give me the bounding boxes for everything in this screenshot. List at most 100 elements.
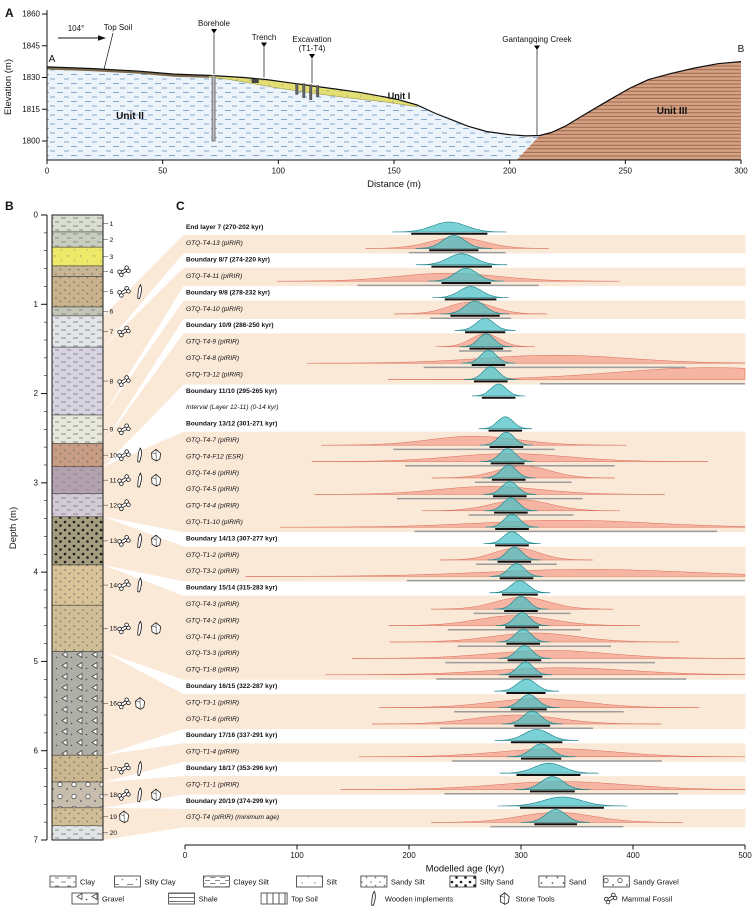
elevation-tick-label: 1845 — [22, 41, 40, 50]
stone-facets — [151, 789, 157, 801]
age-row-label: GTQ-T4-7 (pIRIR) — [186, 437, 239, 444]
bone-shape — [117, 474, 131, 486]
layer-number: 20 — [110, 830, 118, 837]
layer-11-pattern — [52, 466, 103, 494]
stone-icon — [119, 810, 129, 823]
marker-triangle — [534, 45, 540, 50]
age-row-label: GTQ-T4-6 (pIRIR) — [186, 470, 239, 477]
bone-knob — [126, 268, 131, 273]
bone-knob — [119, 542, 124, 547]
age-row-label: GTQ-T4-F12 (ESR) — [186, 453, 244, 460]
legend-swatch-pattern — [296, 876, 323, 887]
sample-row-band — [183, 366, 746, 385]
age-tick-label: 300 — [514, 851, 528, 860]
wood-icon — [371, 890, 376, 906]
depth-tick-label: 1 — [34, 300, 39, 309]
age-row-label: GTQ-T1-6 (pIRIR) — [186, 716, 239, 723]
marker-triangle — [211, 29, 217, 34]
excavation-column — [309, 84, 313, 100]
stone-icon — [151, 473, 161, 487]
layer-number: 7 — [110, 329, 114, 336]
wood-shape — [137, 577, 142, 593]
legend-swatch-pattern — [261, 893, 288, 904]
bone-shape — [117, 286, 131, 298]
legend-swatch-pattern — [114, 876, 141, 887]
stone-icon — [151, 448, 161, 462]
distance-tick-label: 300 — [734, 167, 748, 176]
unit-2-pattern — [47, 66, 540, 160]
bone-knob — [119, 586, 124, 591]
stone-icon — [151, 622, 161, 635]
posterior-curve — [494, 595, 548, 610]
layer-row-connector — [103, 565, 184, 680]
bone-icon — [117, 375, 131, 387]
elevation-tick-label: 1815 — [22, 105, 40, 114]
marker-triangle — [261, 42, 267, 47]
layer-4-pattern — [52, 265, 103, 277]
sample-row-band — [183, 743, 746, 762]
legend-swatch-pattern — [72, 893, 98, 904]
age-row-label: Boundary 11/10 (295-265 kyr) — [186, 388, 277, 395]
bone-icon — [117, 579, 131, 591]
legend-swatch-pattern — [538, 876, 565, 887]
bone-icon — [117, 265, 131, 278]
age-row-label: GTQ-T4-5 (pIRIR) — [186, 486, 239, 493]
wood-shape — [137, 283, 142, 300]
posterior-curve — [392, 221, 507, 233]
age-row-label: GTQ-T1-4 (pIRIR) — [186, 749, 239, 756]
sample-row-band — [183, 644, 746, 664]
depth-tick-label: 0 — [34, 211, 39, 220]
sample-row-band — [183, 595, 746, 615]
bone-knob — [119, 456, 124, 461]
age-tick-label: 0 — [183, 851, 188, 860]
bone-knob — [126, 426, 131, 431]
sample-row-band — [183, 562, 746, 582]
layer-row-connector — [103, 234, 184, 348]
legend-swatch-pattern — [50, 876, 76, 887]
layer-number: 10 — [110, 452, 118, 459]
age-row-label: GTQ-T4 (pIRIR) (minimum age) — [186, 814, 279, 821]
wood-icon — [137, 760, 142, 776]
bone-icon — [117, 535, 131, 547]
panel-a-cross-section: 1800 1815 1830 1845 1860 0 50 100 150 200 250 300 — [22, 10, 748, 176]
layer-number: 19 — [110, 814, 118, 821]
legend-label: Wooden implements — [385, 895, 453, 904]
wood-shape — [137, 447, 142, 463]
layer-row-connector — [103, 333, 184, 467]
layer-17-pattern — [52, 755, 103, 782]
depth-tick-label: 5 — [34, 657, 39, 666]
bone-icon — [117, 423, 131, 436]
bone-knob — [126, 625, 131, 631]
age-row-label: GTQ-T4-2 (pIRIR) — [186, 617, 239, 624]
layer-13-pattern — [52, 516, 103, 565]
excavation-column — [295, 83, 299, 95]
wood-icon — [137, 447, 142, 463]
stone-icon — [151, 788, 161, 802]
layer-row-connector — [103, 743, 184, 782]
elevation-tick-label: 1800 — [22, 137, 40, 146]
bone-shape — [117, 499, 131, 511]
layer-number: 16 — [110, 701, 118, 708]
posterior-curve — [497, 796, 628, 807]
wood-shape — [137, 620, 142, 636]
layer-16-pattern — [52, 651, 103, 756]
panel-b-letter: B — [5, 199, 14, 213]
bone-knob — [119, 770, 124, 775]
legend-swatch-pattern — [360, 876, 387, 887]
trench-label: Trench — [252, 33, 277, 42]
age-row-label: GTQ-T4-4 (pIRIR) — [186, 503, 239, 510]
age-tick-label: 100 — [290, 851, 304, 860]
bone-knob — [126, 538, 131, 543]
bone-knob — [126, 700, 131, 706]
bone-icon — [117, 449, 131, 461]
legend-swatch-pattern — [603, 876, 630, 887]
legend-label: Stone Tools — [516, 895, 555, 904]
bone-knob — [126, 452, 131, 457]
legend-label: Sand — [569, 878, 587, 887]
bone-knob — [126, 378, 131, 383]
layer-number: 9 — [110, 427, 114, 434]
legend-label: Sandy Gravel — [633, 878, 679, 887]
legend-label: Top Soil — [291, 895, 318, 904]
layer-number: 3 — [110, 254, 114, 261]
layer-number: 8 — [110, 378, 114, 385]
